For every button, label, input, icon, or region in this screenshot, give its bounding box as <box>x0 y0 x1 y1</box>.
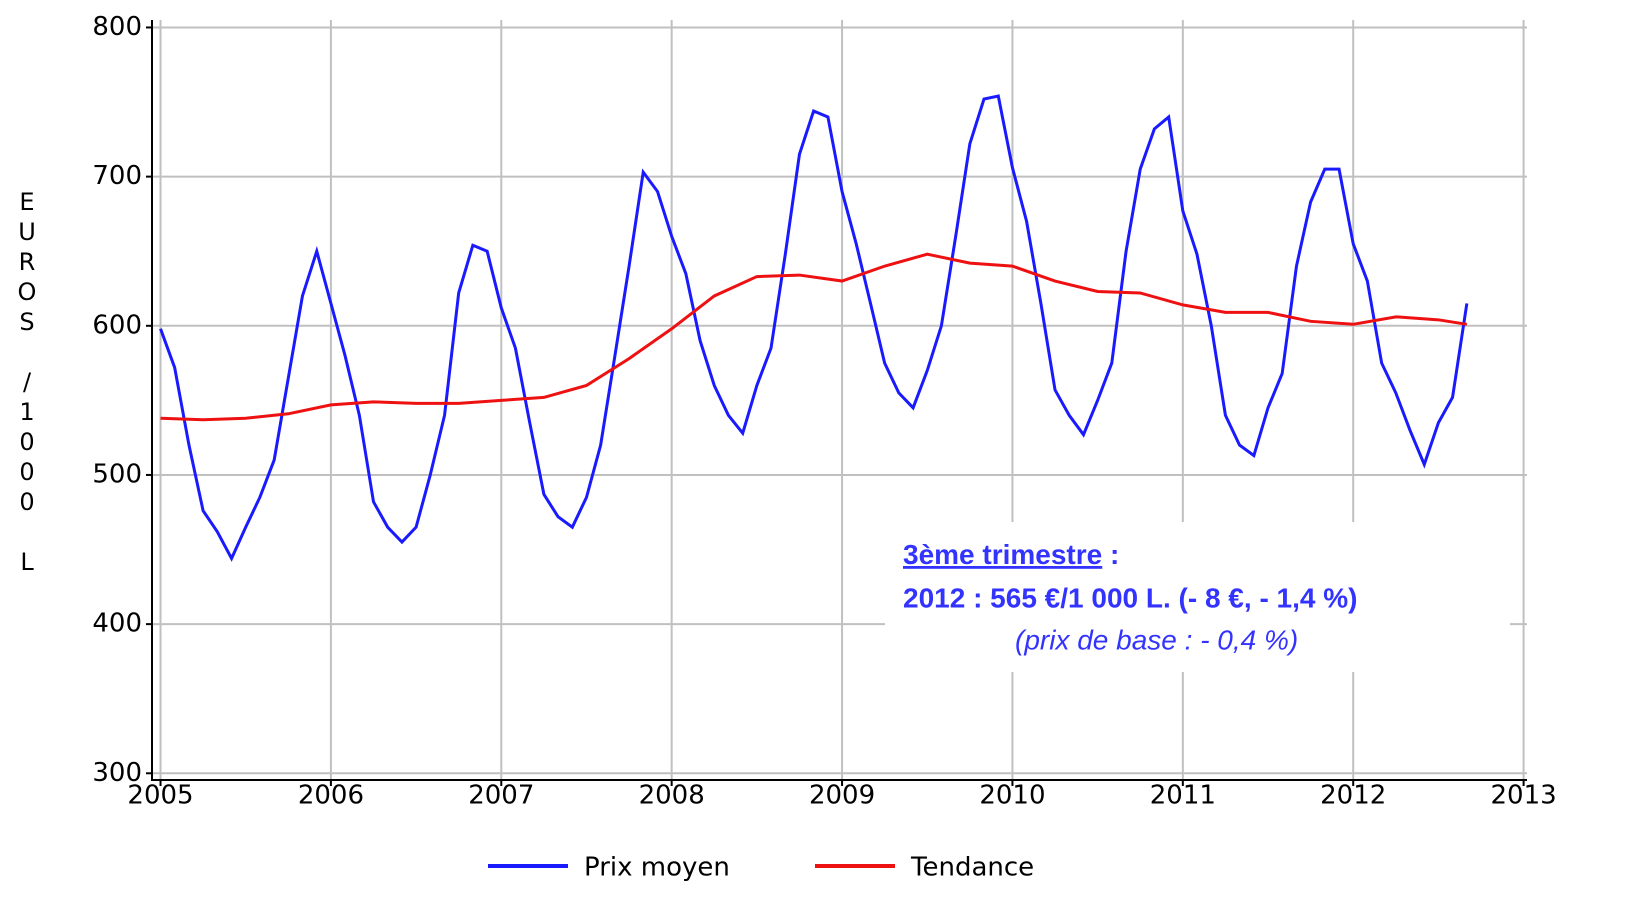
y-tick-label: 300 <box>92 758 142 788</box>
annotation-heading-suffix: : <box>1102 539 1119 570</box>
y-tick-label: 800 <box>92 12 142 42</box>
x-tick-label: 2009 <box>809 781 875 811</box>
x-tick-label: 2008 <box>639 781 705 811</box>
annotation-box <box>885 522 1510 672</box>
legend-label: Prix moyen <box>584 853 730 883</box>
x-tick-label: 2011 <box>1150 781 1216 811</box>
x-tick-label: 2012 <box>1320 781 1386 811</box>
annotation-line: 2012 : 565 €/1 000 L. (- 8 €, - 1,4 %) <box>903 582 1357 613</box>
y-tick-label: 700 <box>92 161 142 191</box>
x-tick-label: 2007 <box>468 781 534 811</box>
annotation-line: (prix de base : - 0,4 %) <box>1015 624 1298 655</box>
y-axis-label: EUROS /1000 L <box>13 188 41 578</box>
annotation-heading-text: 3ème trimestre <box>903 539 1102 570</box>
x-tick-label: 2005 <box>127 781 193 811</box>
y-tick-label: 600 <box>92 310 142 340</box>
x-tick-label: 2013 <box>1491 781 1557 811</box>
x-tick-label: 2010 <box>979 781 1045 811</box>
legend-label: Tendance <box>910 853 1034 883</box>
x-tick-label: 2006 <box>298 781 364 811</box>
line-series <box>160 252 1468 422</box>
annotation-heading: 3ème trimestre : <box>903 539 1119 570</box>
line-series <box>159 94 1469 562</box>
axis-frame <box>151 20 1527 781</box>
y-tick-label: 400 <box>92 609 142 639</box>
y-tick-label: 500 <box>92 459 142 489</box>
